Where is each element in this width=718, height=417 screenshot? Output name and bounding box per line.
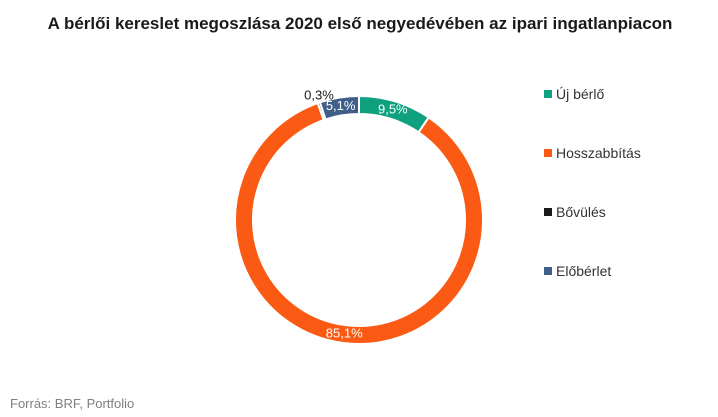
donut-slice[interactable] (234, 101, 484, 345)
slice-value-label: 9,5% (378, 102, 408, 117)
legend-swatch (544, 90, 552, 98)
source-note: Forrás: BRF, Portfolio (10, 396, 135, 411)
legend-label: Új bérlő (556, 86, 605, 102)
slice-value-label: 0,3% (304, 87, 334, 102)
legend-swatch (544, 149, 552, 157)
legend-item[interactable]: Hosszabbítás (544, 143, 714, 163)
legend-label: Hosszabbítás (556, 145, 641, 161)
legend-item[interactable]: Bővülés (544, 202, 714, 222)
slice-value-label: 5,1% (326, 98, 356, 113)
legend-label: Bővülés (556, 204, 606, 220)
legend-item[interactable]: Új bérlő (544, 84, 714, 104)
slice-value-label: 85,1% (326, 325, 363, 340)
legend-item[interactable]: Előbérlet (544, 261, 714, 281)
legend-swatch (544, 267, 552, 275)
legend-label: Előbérlet (556, 263, 612, 279)
donut-slice[interactable] (318, 94, 360, 121)
chart-title: A bérlői kereslet megoszlása 2020 első n… (47, 14, 673, 33)
legend-swatch (544, 208, 552, 216)
legend: Új bérlő Hosszabbítás Bővülés Előbérlet (544, 84, 714, 320)
